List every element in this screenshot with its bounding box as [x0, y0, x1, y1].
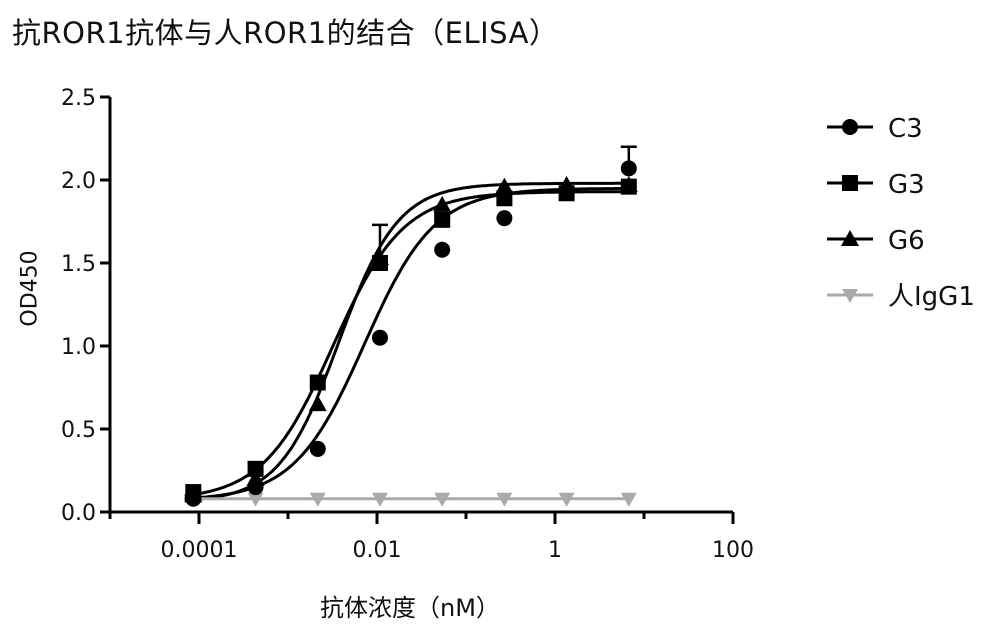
data-point — [496, 210, 513, 227]
data-point — [247, 460, 264, 477]
data-point — [434, 211, 451, 228]
x-axis-label: 抗体浓度（nM） — [320, 594, 500, 622]
data-point — [370, 249, 389, 266]
fit-curve-g6 — [184, 181, 631, 502]
data-point — [620, 160, 637, 177]
data-point — [496, 492, 513, 507]
data-point — [433, 195, 452, 212]
data-point — [309, 374, 326, 391]
data-point — [620, 492, 637, 507]
legend-label: G6 — [888, 226, 925, 256]
legend-marker — [841, 230, 859, 246]
y-tick-label: 2.5 — [61, 86, 96, 111]
legend-marker — [842, 289, 858, 303]
data-point — [434, 492, 451, 507]
data-point — [247, 492, 264, 507]
data-point — [184, 486, 203, 503]
data-point — [619, 175, 638, 192]
y-tick-label: 1.0 — [61, 335, 96, 360]
fit-curve-g3 — [184, 190, 631, 498]
data-point — [558, 492, 575, 507]
data-point — [371, 329, 388, 346]
data-point — [308, 395, 327, 412]
data-point — [309, 492, 326, 507]
legend-marker — [842, 119, 858, 135]
data-point — [434, 241, 451, 258]
y-tick-label: 2.0 — [61, 169, 96, 194]
x-tick-label: 0.0001 — [161, 538, 238, 563]
y-tick-label: 0.0 — [61, 501, 96, 526]
chart-title: 抗ROR1抗体与人ROR1的结合（ELISA） — [12, 16, 559, 50]
y-tick-label: 0.5 — [61, 418, 96, 443]
legend-label: G3 — [888, 170, 925, 200]
fit-curve-c3 — [184, 187, 631, 500]
series-g3 — [185, 178, 637, 501]
legend-label: 人IgG1 — [888, 282, 975, 312]
x-tick-label: 100 — [712, 538, 754, 563]
data-point — [557, 175, 576, 192]
x-tick-label: 1 — [548, 538, 562, 563]
data-point — [496, 190, 513, 207]
x-tick-label: 0.01 — [353, 538, 402, 563]
legend-marker — [842, 175, 858, 191]
data-point — [495, 177, 514, 194]
legend: C3 G3 G6 人IgG1 — [827, 114, 975, 312]
y-tick-label: 1.5 — [61, 252, 96, 277]
data-point — [309, 440, 326, 457]
legend-label: C3 — [888, 114, 923, 144]
series-g6 — [184, 175, 638, 503]
data-point — [371, 492, 388, 507]
data-point — [246, 469, 265, 486]
